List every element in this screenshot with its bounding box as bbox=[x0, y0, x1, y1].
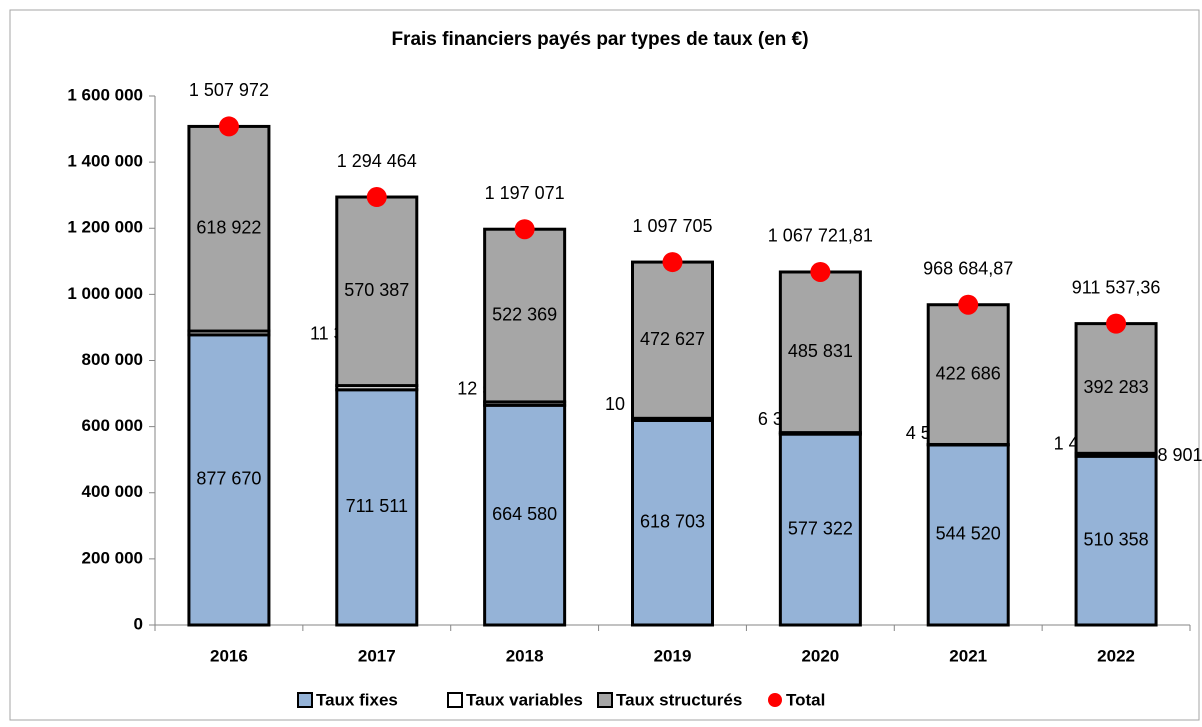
total-label: 911 537,36 bbox=[1072, 277, 1161, 297]
y-tick-label: 200 000 bbox=[82, 548, 143, 567]
total-label: 1 067 721,81 bbox=[768, 226, 873, 246]
y-tick-label: 0 bbox=[134, 614, 143, 633]
legend-label: Total bbox=[786, 690, 825, 709]
legend-marker bbox=[768, 693, 782, 707]
data-label: 472 627 bbox=[640, 329, 705, 349]
data-label: 877 670 bbox=[196, 469, 261, 489]
data-label: 570 387 bbox=[344, 280, 409, 300]
chart-title: Frais financiers payés par types de taux… bbox=[391, 29, 808, 50]
data-label: 544 520 bbox=[936, 524, 1001, 544]
legend-label: Taux variables bbox=[466, 690, 583, 709]
legend-label: Taux structurés bbox=[616, 690, 742, 709]
total-marker bbox=[810, 262, 830, 282]
total-marker bbox=[367, 187, 387, 207]
x-tick-label: 2019 bbox=[654, 646, 692, 665]
legend-swatch bbox=[598, 693, 612, 707]
data-label: 522 369 bbox=[492, 304, 557, 324]
total-marker bbox=[663, 252, 683, 272]
data-label: 422 686 bbox=[936, 363, 1001, 383]
y-tick-label: 1 400 000 bbox=[67, 152, 143, 171]
x-tick-label: 2022 bbox=[1097, 646, 1135, 665]
legend-swatch bbox=[448, 693, 462, 707]
x-tick-label: 2020 bbox=[801, 646, 839, 665]
total-marker bbox=[958, 295, 978, 315]
y-tick-label: 1 000 000 bbox=[67, 284, 143, 303]
y-tick-label: 1 200 000 bbox=[67, 218, 143, 237]
data-label: 618 922 bbox=[196, 217, 261, 237]
x-tick-label: 2021 bbox=[949, 646, 987, 665]
data-label: 392 283 bbox=[1084, 377, 1149, 397]
x-tick-label: 2016 bbox=[210, 646, 248, 665]
data-label: 510 358 bbox=[1084, 529, 1149, 549]
total-label: 1 097 705 bbox=[632, 216, 712, 236]
y-tick-label: 600 000 bbox=[82, 416, 143, 435]
total-marker bbox=[515, 219, 535, 239]
total-label: 1 507 972 bbox=[189, 80, 269, 100]
data-label: 711 511 bbox=[346, 496, 408, 516]
total-label: 1 197 071 bbox=[485, 183, 565, 203]
data-label: 485 831 bbox=[788, 341, 853, 361]
data-label: 618 703 bbox=[640, 511, 705, 531]
data-label: 577 322 bbox=[788, 518, 853, 538]
legend-label: Taux fixes bbox=[316, 690, 398, 709]
total-label: 1 294 464 bbox=[337, 151, 417, 171]
y-tick-label: 800 000 bbox=[82, 350, 143, 369]
data-label: 8 901 bbox=[1157, 445, 1202, 465]
y-tick-label: 400 000 bbox=[82, 482, 143, 501]
total-marker bbox=[1106, 314, 1126, 334]
legend-swatch bbox=[298, 693, 312, 707]
total-label: 968 684,87 bbox=[923, 258, 1013, 278]
x-tick-label: 2018 bbox=[506, 646, 544, 665]
y-tick-label: 1 600 000 bbox=[67, 85, 143, 104]
x-tick-label: 2017 bbox=[358, 646, 396, 665]
data-label: 664 580 bbox=[492, 504, 557, 524]
total-marker bbox=[219, 116, 239, 136]
